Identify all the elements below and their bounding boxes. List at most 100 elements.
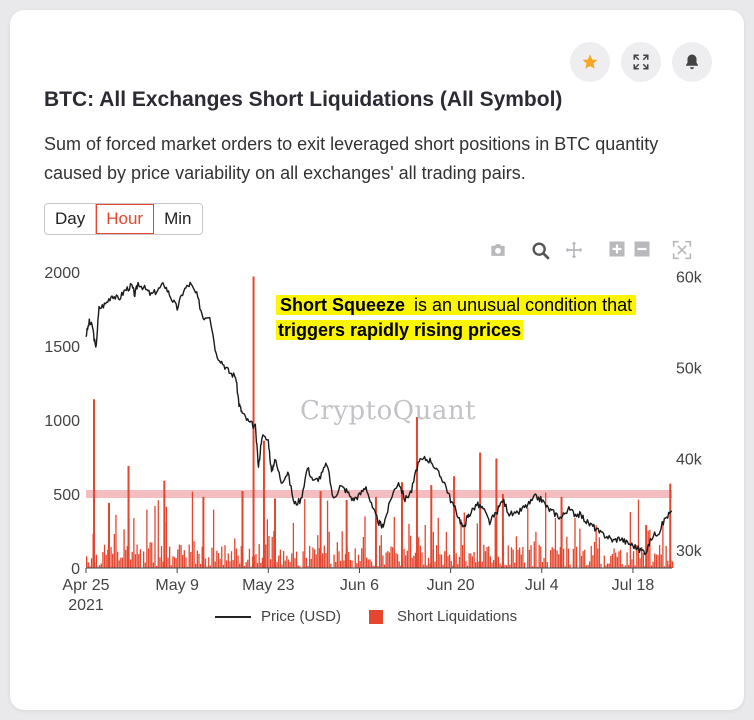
liquidation-bar [579,528,581,568]
liquidation-bar [637,499,640,568]
liquidation-bar [304,498,306,568]
expand-button[interactable] [621,42,661,82]
liquidation-bar [538,544,540,568]
x-tick-label: Apr 25 [62,577,109,594]
legend-bar-swatch [369,609,384,624]
zoom-icon[interactable] [530,240,552,262]
alert-button[interactable] [672,42,712,82]
y-right-tick-label: 60k [676,270,703,287]
liquidation-bar [419,545,421,568]
liquidation-bar [549,550,552,568]
autoscale-icon[interactable] [672,240,692,260]
liquidation-bar [382,555,384,568]
liquidation-bar [129,559,132,568]
liquidation-bar [629,512,631,568]
liquidation-bar [167,557,169,568]
liquidation-bar [405,555,407,568]
liquidation-bar [199,563,202,568]
liquidation-bar [339,560,342,568]
liquidation-bar [427,557,430,568]
liquidation-bar [566,536,568,568]
zoom-out-icon[interactable] [633,240,651,258]
timeframe-hour[interactable]: Hour [96,204,155,234]
liquidation-bar [392,547,394,568]
liquidation-bar [562,548,565,568]
liquidation-bar [499,563,501,568]
y-left-tick-label: 1500 [44,339,80,356]
liquidation-bar [435,545,438,568]
liquidation-bar [103,544,106,568]
liquidation-bar [458,556,461,568]
chart-card: BTC: All Exchanges Short Liquidations (A… [10,10,744,710]
liquidation-spike [274,498,277,568]
liquidation-bar [588,561,591,568]
liquidation-bar [650,565,653,568]
liquidation-bar [624,565,627,568]
liquidation-spike [501,494,504,568]
liquidation-bar [136,544,138,568]
liquidation-bar [494,517,496,568]
liquidation-bar [193,541,195,568]
liquidation-bar [483,544,485,568]
liquidation-bar [209,565,212,568]
liquidation-bar [139,549,142,568]
liquidation-bar [515,536,518,568]
liquidation-bar [261,557,264,568]
liquidation-bar [281,564,283,568]
x-tick-label: May 9 [155,577,199,594]
liquidation-bar [606,563,609,568]
liquidation-bar [434,561,436,568]
liquidation-bar [663,566,666,568]
liquidation-bar [510,547,513,568]
camera-icon[interactable] [488,240,508,260]
liquidation-bar [344,554,347,568]
liquidation-bar [234,538,236,568]
y-left-tick-label: 1000 [44,413,80,430]
liquidation-spike [241,491,244,568]
liquidation-bar [291,553,293,568]
liquidation-bar [219,558,221,568]
liquidation-bar [448,554,451,568]
liquidation-bar [292,522,295,568]
y-left-tick-label: 2000 [44,265,80,282]
liquidation-bar [123,529,125,568]
liquidation-bar [195,563,197,568]
liquidation-bar [424,524,426,568]
liquidation-bar [501,565,503,568]
liquidation-bar [445,531,448,568]
liquidation-bar [621,564,623,568]
liquidation-bar [587,564,589,568]
liquidation-bar [546,562,548,568]
pan-icon[interactable] [564,240,584,260]
liquidation-bar [120,557,122,568]
liquidation-bar [450,561,452,568]
liquidation-bar [239,563,241,568]
favorite-button[interactable] [570,42,610,82]
liquidation-bar [527,507,529,568]
zoom-in-icon[interactable] [608,240,626,258]
liquidation-spike [252,276,255,568]
liquidation-bar [289,562,291,568]
liquidation-bar [198,553,200,568]
liquidation-bar [473,551,475,568]
x-tick-year: 2021 [68,597,104,610]
liquidation-bar [225,560,228,568]
legend-price[interactable]: Price (USD) [261,608,342,625]
liquidation-bar [146,509,148,568]
liquidation-bar [390,546,392,568]
x-tick-label: Jul 18 [612,577,655,594]
liquidation-bar [528,549,531,568]
liquidation-bar [180,545,182,568]
liquidation-spike [560,496,563,568]
liquidation-bar [269,559,272,568]
bell-icon [686,54,698,70]
liquidation-bar [201,546,203,568]
liquidation-bar [440,554,443,568]
liquidation-bar [647,530,649,568]
timeframe-min[interactable]: Min [164,209,192,228]
liquidation-bar [185,557,187,568]
timeframe-day[interactable]: Day [45,204,97,234]
liquidation-bar [173,557,176,568]
liquidation-bar [518,547,521,568]
legend-liquidations[interactable]: Short Liquidations [397,608,518,625]
